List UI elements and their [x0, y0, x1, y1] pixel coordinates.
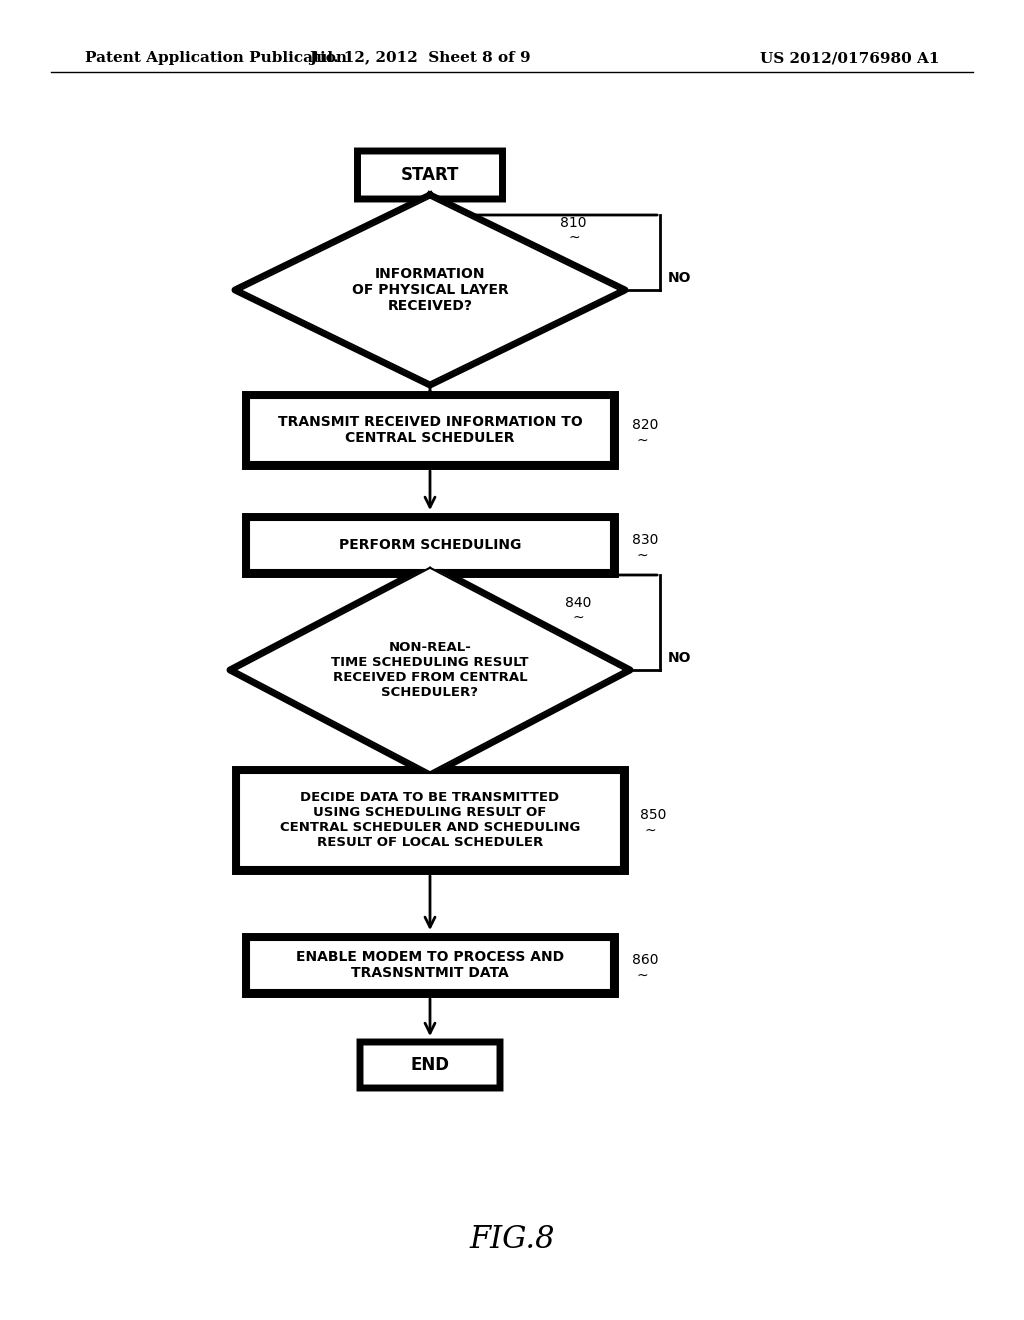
- Polygon shape: [236, 568, 625, 772]
- Text: 850: 850: [640, 808, 667, 822]
- Text: 840: 840: [565, 597, 592, 610]
- FancyBboxPatch shape: [239, 774, 621, 867]
- Polygon shape: [230, 565, 630, 775]
- Text: FIG.8: FIG.8: [469, 1225, 555, 1255]
- FancyBboxPatch shape: [245, 516, 615, 574]
- FancyBboxPatch shape: [249, 940, 611, 990]
- Text: NO: NO: [668, 271, 691, 285]
- Text: 860: 860: [632, 953, 658, 968]
- Text: ~: ~: [573, 611, 585, 624]
- Text: YES: YES: [415, 785, 444, 799]
- Text: 820: 820: [632, 418, 658, 432]
- Text: ~: ~: [645, 824, 656, 838]
- Text: DECIDE DATA TO BE TRANSMITTED
USING SCHEDULING RESULT OF
CENTRAL SCHEDULER AND S: DECIDE DATA TO BE TRANSMITTED USING SCHE…: [280, 791, 581, 849]
- Text: ~: ~: [637, 434, 648, 447]
- Polygon shape: [241, 198, 620, 383]
- FancyBboxPatch shape: [249, 399, 611, 462]
- Text: ~: ~: [568, 231, 580, 246]
- Polygon shape: [234, 195, 625, 385]
- Text: ENABLE MODEM TO PROCESS AND
TRASNSNTMIT DATA: ENABLE MODEM TO PROCESS AND TRASNSNTMIT …: [296, 950, 564, 979]
- FancyBboxPatch shape: [360, 1041, 500, 1088]
- Text: Jul. 12, 2012  Sheet 8 of 9: Jul. 12, 2012 Sheet 8 of 9: [309, 51, 530, 65]
- Text: 810: 810: [560, 216, 587, 230]
- Text: ~: ~: [637, 969, 648, 983]
- FancyBboxPatch shape: [357, 150, 503, 199]
- Text: YES: YES: [415, 395, 444, 409]
- Text: Patent Application Publication: Patent Application Publication: [85, 51, 347, 65]
- Text: END: END: [411, 1056, 450, 1074]
- Text: INFORMATION
OF PHYSICAL LAYER
RECEIVED?: INFORMATION OF PHYSICAL LAYER RECEIVED?: [351, 267, 508, 313]
- FancyBboxPatch shape: [245, 393, 615, 466]
- Text: START: START: [400, 166, 459, 183]
- Text: NON-REAL-
TIME SCHEDULING RESULT
RECEIVED FROM CENTRAL
SCHEDULER?: NON-REAL- TIME SCHEDULING RESULT RECEIVE…: [331, 642, 528, 700]
- FancyBboxPatch shape: [249, 520, 611, 570]
- Text: TRANSMIT RECEIVED INFORMATION TO
CENTRAL SCHEDULER: TRANSMIT RECEIVED INFORMATION TO CENTRAL…: [278, 414, 583, 445]
- Text: ~: ~: [637, 549, 648, 564]
- Text: PERFORM SCHEDULING: PERFORM SCHEDULING: [339, 539, 521, 552]
- Text: US 2012/0176980 A1: US 2012/0176980 A1: [761, 51, 940, 65]
- Text: 830: 830: [632, 533, 658, 546]
- FancyBboxPatch shape: [234, 770, 625, 871]
- Text: NO: NO: [668, 651, 691, 665]
- FancyBboxPatch shape: [245, 936, 615, 994]
